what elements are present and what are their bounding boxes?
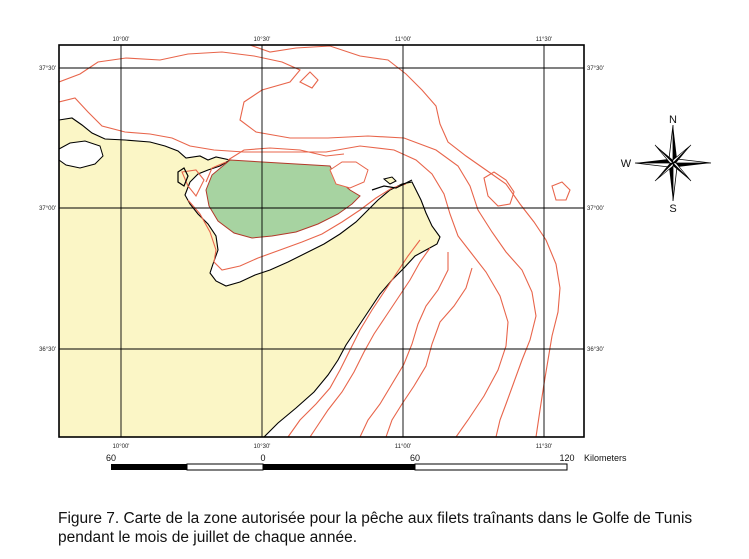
contour-line (483, 171, 515, 207)
compass-north-label: N (669, 114, 677, 126)
scale-tick-label: 60 (410, 453, 420, 463)
lat-label-right: 36°30' (587, 347, 604, 353)
compass-rose-icon (634, 124, 712, 202)
lon-label-top: 10°30' (254, 37, 271, 43)
lat-label-right: 37°00' (587, 206, 604, 212)
coastline-detail (177, 167, 413, 191)
graticule-lines (59, 45, 584, 437)
scale-bar-segment (414, 463, 568, 471)
lon-label-bottom: 11°00' (395, 444, 411, 450)
bathymetry-contours (59, 45, 571, 437)
contour-line (309, 247, 431, 437)
scale-bar-segment (263, 464, 415, 470)
contour-line (385, 267, 473, 437)
scale-bar (111, 463, 568, 471)
lon-label-top: 11°00' (395, 37, 411, 43)
lat-label-left: 37°30' (39, 66, 56, 72)
zembra-island (382, 176, 397, 185)
land-mass (59, 117, 441, 437)
cape-bon-shallow (329, 161, 369, 189)
map-frame (58, 44, 585, 438)
contour-line (181, 169, 205, 198)
contour-line (249, 45, 561, 437)
lon-label-bottom: 11°30' (536, 444, 552, 450)
contour-line (227, 147, 345, 161)
lat-label-right: 37°30' (587, 66, 604, 72)
compass-south-label: S (669, 203, 676, 215)
scale-tick-label: 60 (106, 453, 116, 463)
lat-label-left: 37°00' (39, 206, 56, 212)
lon-label-bottom: 10°00' (113, 444, 130, 450)
contour-line (299, 71, 319, 89)
figure-caption: Figure 7. Carte de la zone autorisée pou… (58, 510, 693, 546)
scale-unit-label: Kilometers (584, 453, 627, 463)
lon-label-top: 11°30' (536, 37, 552, 43)
lake (59, 140, 104, 169)
lat-label-left: 36°30' (39, 347, 56, 353)
scale-bar-segment (111, 464, 187, 470)
contour-line (187, 183, 407, 271)
contour-line (359, 252, 449, 437)
contour-line (287, 239, 421, 437)
contour-line (59, 97, 509, 437)
lon-label-bottom: 10°30' (254, 444, 271, 450)
compass-west-label: W (621, 158, 632, 170)
scale-bar-segment (186, 463, 264, 471)
contour-line (59, 51, 537, 437)
contour-line (551, 181, 571, 201)
scale-tick-label: 120 (559, 453, 574, 463)
lon-label-top: 10°00' (113, 37, 130, 43)
contour-line (205, 161, 227, 183)
scale-tick-label: 0 (260, 453, 265, 463)
